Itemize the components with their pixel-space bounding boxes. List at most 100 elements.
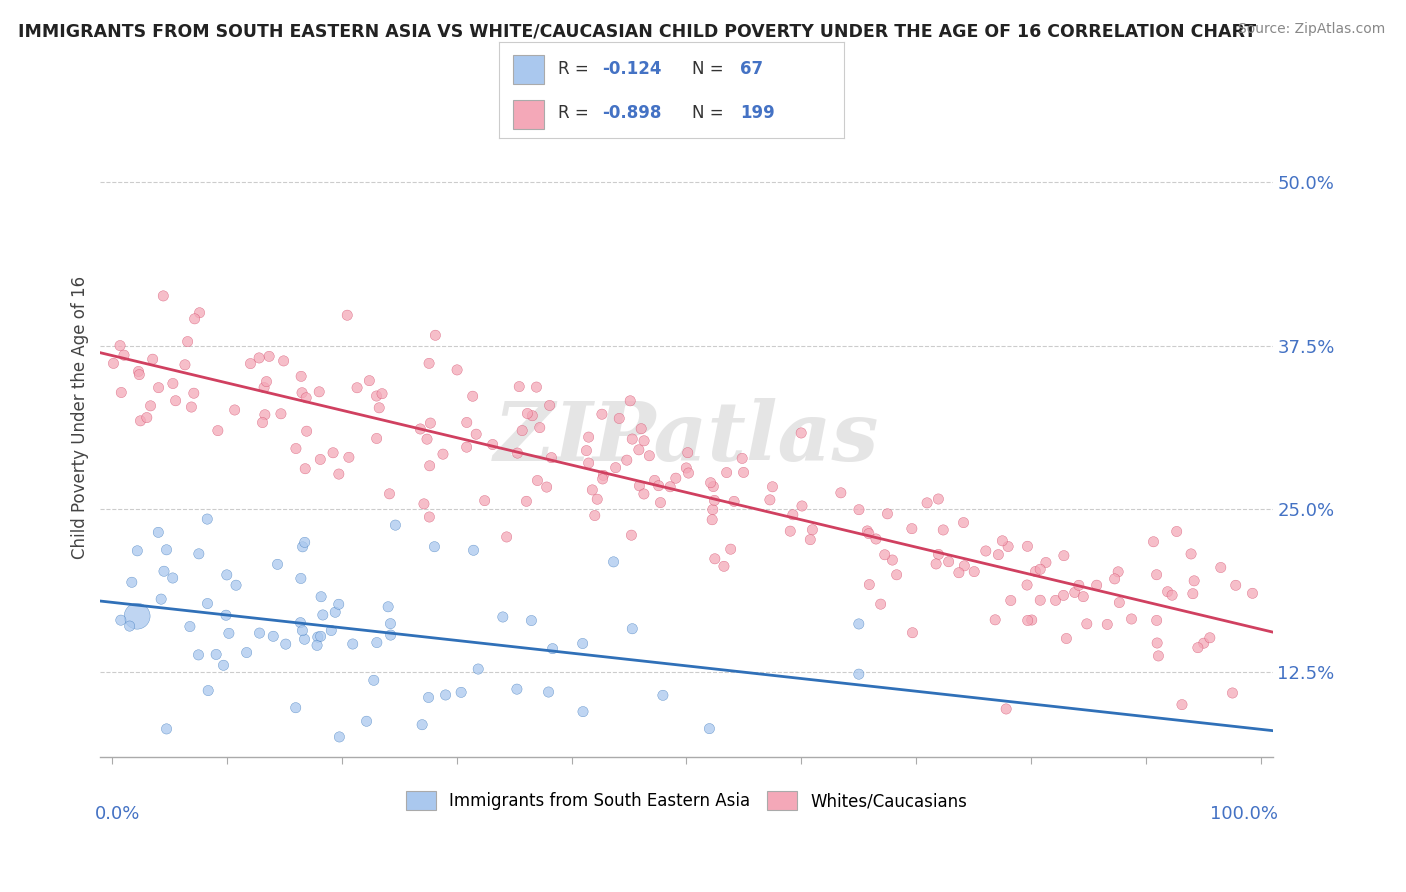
- Point: [540, 450, 562, 465]
- Point: [290, 571, 312, 585]
- Point: [630, 422, 652, 436]
- Point: [541, 641, 564, 656]
- Point: [224, 403, 246, 417]
- Point: [323, 605, 346, 619]
- Point: [446, 363, 468, 377]
- Point: [215, 608, 238, 623]
- Point: [586, 492, 609, 507]
- Point: [188, 306, 211, 320]
- Point: [291, 624, 314, 638]
- Point: [508, 379, 530, 393]
- Point: [571, 636, 593, 650]
- Point: [520, 614, 543, 628]
- Point: [1121, 612, 1143, 626]
- Point: [128, 364, 150, 378]
- Point: [644, 474, 666, 488]
- Point: [290, 615, 312, 630]
- Point: [262, 629, 284, 643]
- Point: [1241, 586, 1264, 600]
- Point: [1187, 640, 1209, 655]
- Point: [366, 635, 388, 649]
- Point: [270, 407, 292, 421]
- Point: [174, 358, 197, 372]
- Point: [619, 393, 641, 408]
- Point: [474, 493, 496, 508]
- Point: [650, 495, 672, 509]
- Point: [627, 442, 650, 457]
- Point: [492, 610, 515, 624]
- Point: [991, 533, 1014, 548]
- Point: [723, 494, 745, 508]
- Point: [294, 535, 316, 549]
- Point: [239, 357, 262, 371]
- Point: [1142, 534, 1164, 549]
- Point: [1108, 596, 1130, 610]
- Point: [1085, 578, 1108, 592]
- Point: [380, 616, 402, 631]
- Point: [309, 629, 332, 643]
- Point: [183, 386, 205, 401]
- Point: [592, 468, 614, 483]
- Point: [665, 471, 688, 485]
- Point: [112, 348, 135, 362]
- Point: [346, 381, 368, 395]
- Point: [384, 518, 406, 533]
- Point: [103, 356, 125, 370]
- Point: [886, 567, 908, 582]
- Point: [1161, 588, 1184, 602]
- Point: [536, 480, 558, 494]
- Point: [1071, 590, 1094, 604]
- Point: [516, 407, 538, 421]
- Point: [1180, 547, 1202, 561]
- Point: [139, 399, 162, 413]
- Point: [997, 540, 1019, 554]
- Point: [848, 616, 870, 631]
- Point: [252, 416, 274, 430]
- Point: [621, 432, 644, 446]
- Point: [1017, 614, 1039, 628]
- Point: [290, 369, 312, 384]
- Point: [1182, 574, 1205, 588]
- Text: -0.124: -0.124: [603, 60, 662, 78]
- Point: [418, 690, 440, 705]
- Point: [423, 540, 446, 554]
- Point: [1063, 585, 1085, 599]
- Point: [419, 458, 441, 473]
- Point: [678, 466, 700, 480]
- Point: [506, 682, 529, 697]
- Point: [179, 619, 201, 633]
- Point: [187, 648, 209, 662]
- Legend: Immigrants from South Eastern Asia, Whites/Caucasians: Immigrants from South Eastern Asia, Whit…: [399, 784, 974, 817]
- Text: -0.898: -0.898: [603, 104, 662, 122]
- Text: 67: 67: [741, 60, 763, 78]
- Point: [336, 308, 359, 322]
- Point: [628, 479, 651, 493]
- Point: [759, 492, 782, 507]
- Text: 199: 199: [741, 104, 775, 122]
- Point: [371, 386, 394, 401]
- Point: [456, 440, 478, 454]
- Point: [526, 380, 548, 394]
- Point: [425, 328, 447, 343]
- Text: N =: N =: [692, 60, 728, 78]
- Point: [225, 578, 247, 592]
- Point: [830, 485, 852, 500]
- Point: [1097, 617, 1119, 632]
- Point: [702, 513, 724, 527]
- Point: [873, 548, 896, 562]
- Point: [366, 389, 388, 403]
- Point: [322, 446, 344, 460]
- Point: [1045, 593, 1067, 607]
- Point: [1166, 524, 1188, 539]
- Point: [309, 452, 332, 467]
- Text: 0.0%: 0.0%: [94, 805, 139, 823]
- Point: [205, 648, 228, 662]
- Point: [1035, 556, 1057, 570]
- Point: [1225, 578, 1247, 592]
- Point: [162, 376, 184, 391]
- Point: [1076, 616, 1098, 631]
- Point: [257, 350, 280, 364]
- Point: [135, 410, 157, 425]
- Point: [995, 702, 1018, 716]
- Point: [987, 548, 1010, 562]
